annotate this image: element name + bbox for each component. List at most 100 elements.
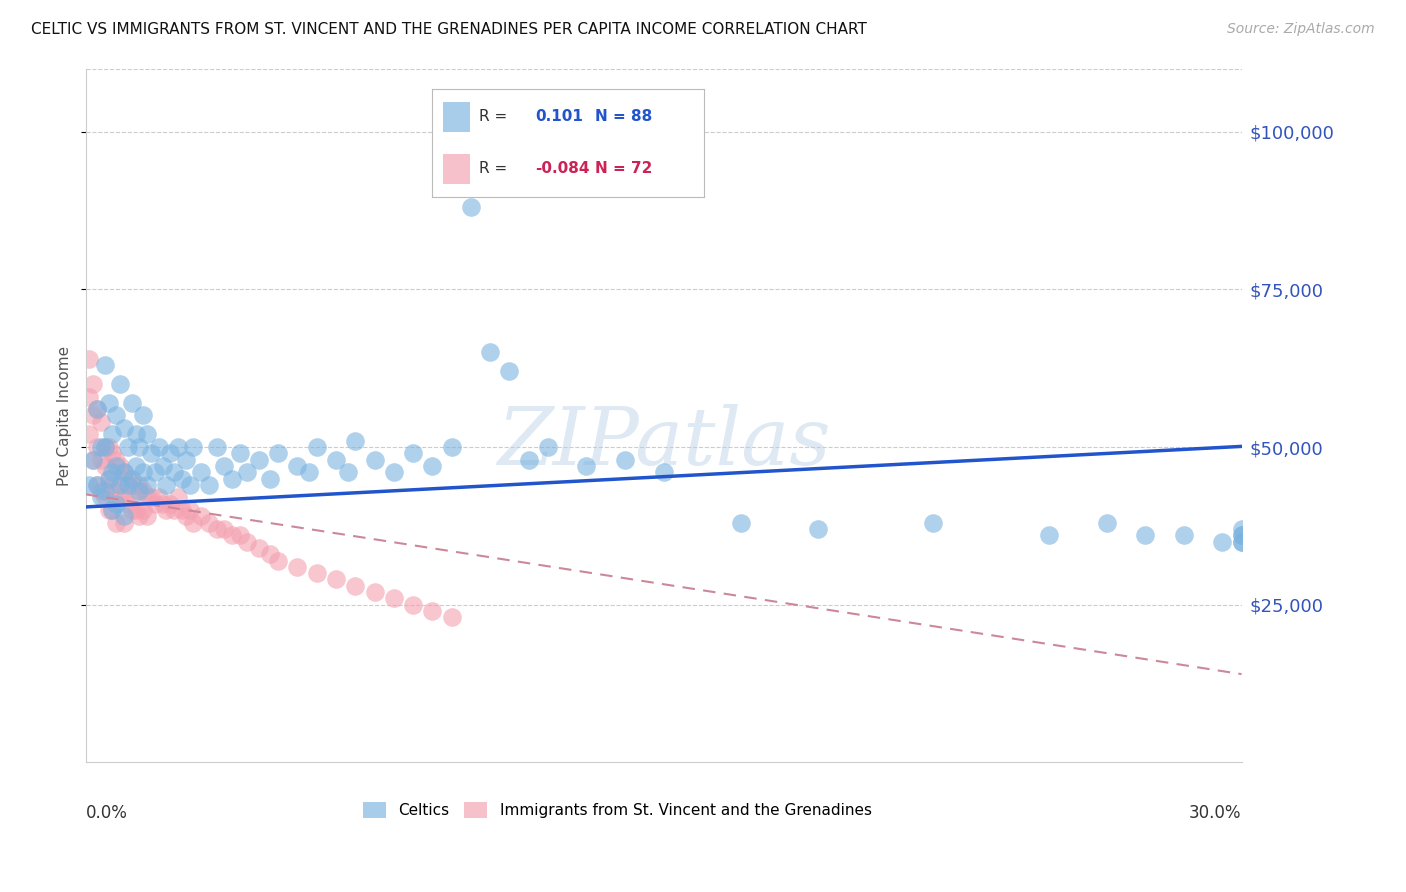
Point <box>94 484 117 499</box>
Point <box>179 503 201 517</box>
Point <box>82 409 104 423</box>
Point <box>128 484 150 499</box>
Point <box>440 440 463 454</box>
Point <box>221 528 243 542</box>
Point <box>117 478 139 492</box>
Point <box>112 421 135 435</box>
Point <box>228 446 250 460</box>
Point <box>148 491 170 505</box>
Point <box>143 497 166 511</box>
Point <box>363 585 385 599</box>
Point <box>105 452 128 467</box>
Point <box>90 484 112 499</box>
Point <box>247 452 270 467</box>
Point <box>101 503 124 517</box>
Point <box>205 440 228 454</box>
Point <box>1135 528 1157 542</box>
Point <box>101 465 124 479</box>
Point <box>170 503 193 517</box>
Point <box>382 465 405 479</box>
Point <box>163 503 186 517</box>
Point <box>460 200 482 214</box>
Point <box>382 591 405 606</box>
Point <box>267 446 290 460</box>
Point <box>94 491 117 505</box>
Point <box>155 503 177 517</box>
Point <box>124 484 146 499</box>
Point <box>112 465 135 479</box>
Point <box>101 427 124 442</box>
Point <box>498 364 520 378</box>
Point <box>305 440 328 454</box>
Point <box>97 472 120 486</box>
Point <box>305 566 328 581</box>
Point <box>1211 534 1233 549</box>
Point <box>132 409 155 423</box>
Point <box>1230 534 1253 549</box>
Point <box>112 491 135 505</box>
Point <box>105 516 128 530</box>
Point <box>221 472 243 486</box>
Point <box>128 509 150 524</box>
Text: 0.0%: 0.0% <box>86 804 128 822</box>
Point <box>136 427 159 442</box>
Point <box>112 516 135 530</box>
Point <box>190 465 212 479</box>
Point <box>105 497 128 511</box>
Point <box>97 503 120 517</box>
Point <box>420 604 443 618</box>
Point <box>179 478 201 492</box>
Point <box>205 522 228 536</box>
Point <box>94 458 117 473</box>
Text: 30.0%: 30.0% <box>1189 804 1241 822</box>
Point <box>807 522 830 536</box>
Point <box>236 534 259 549</box>
Point <box>730 516 752 530</box>
Point <box>174 452 197 467</box>
Point <box>1230 522 1253 536</box>
Point <box>517 452 540 467</box>
Point <box>117 440 139 454</box>
Point <box>440 610 463 624</box>
Point <box>170 472 193 486</box>
Point <box>108 376 131 391</box>
Point <box>287 560 309 574</box>
Point <box>108 478 131 492</box>
Point <box>79 351 101 366</box>
Point <box>259 472 281 486</box>
Point <box>228 528 250 542</box>
Point <box>247 541 270 555</box>
Point <box>136 509 159 524</box>
Point <box>298 465 321 479</box>
Point <box>105 484 128 499</box>
Point <box>325 573 347 587</box>
Point <box>121 478 143 492</box>
Point <box>124 427 146 442</box>
Point <box>143 465 166 479</box>
Point <box>117 497 139 511</box>
Point <box>124 503 146 517</box>
Point <box>128 440 150 454</box>
Point <box>336 465 359 479</box>
Point <box>108 491 131 505</box>
Point <box>105 409 128 423</box>
Point <box>132 465 155 479</box>
Point <box>363 452 385 467</box>
Point <box>128 478 150 492</box>
Point <box>97 440 120 454</box>
Point <box>155 478 177 492</box>
Point <box>86 478 108 492</box>
Point <box>94 440 117 454</box>
Point <box>90 415 112 429</box>
Point <box>1173 528 1195 542</box>
Point <box>537 440 560 454</box>
Point <box>174 509 197 524</box>
Point <box>139 446 162 460</box>
Legend: Celtics, Immigrants from St. Vincent and the Grenadines: Celtics, Immigrants from St. Vincent and… <box>357 796 877 824</box>
Point <box>121 396 143 410</box>
Point <box>344 579 367 593</box>
Point <box>1230 534 1253 549</box>
Point <box>90 452 112 467</box>
Text: Source: ZipAtlas.com: Source: ZipAtlas.com <box>1227 22 1375 37</box>
Point <box>652 465 675 479</box>
